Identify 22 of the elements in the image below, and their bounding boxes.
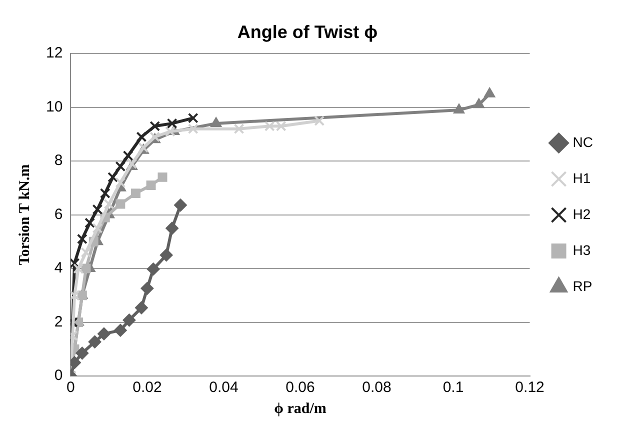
y-tick-label: 8 bbox=[54, 152, 63, 170]
chart-title: Angle of Twist ϕ bbox=[237, 22, 378, 42]
legend-label: RP bbox=[572, 278, 592, 294]
x-tick-label: 0.04 bbox=[209, 379, 238, 396]
x-tick-label: 0 bbox=[66, 379, 75, 396]
y-axis-title: Torsion T kN.m bbox=[16, 164, 33, 266]
legend-label: H3 bbox=[572, 242, 591, 258]
x-tick-label: 0.08 bbox=[362, 379, 392, 396]
y-tick-label: 6 bbox=[54, 206, 63, 223]
y-tick-label: 2 bbox=[54, 313, 63, 330]
y-tick-label: 10 bbox=[46, 98, 63, 116]
x-axis-title: ϕ rad/m bbox=[274, 400, 327, 417]
legend-label: NC bbox=[572, 134, 594, 150]
legend-label: H1 bbox=[572, 170, 591, 186]
y-tick-label: 4 bbox=[54, 260, 63, 277]
legend-label: H2 bbox=[572, 206, 591, 222]
x-tick-label: 0.06 bbox=[286, 379, 315, 396]
y-tick-label: 0 bbox=[54, 367, 63, 384]
x-tick-label: 0.1 bbox=[442, 379, 464, 396]
x-tick-label: 0.02 bbox=[132, 379, 162, 396]
x-tick-label: 0.12 bbox=[515, 379, 544, 396]
y-tick-label: 12 bbox=[46, 44, 63, 62]
